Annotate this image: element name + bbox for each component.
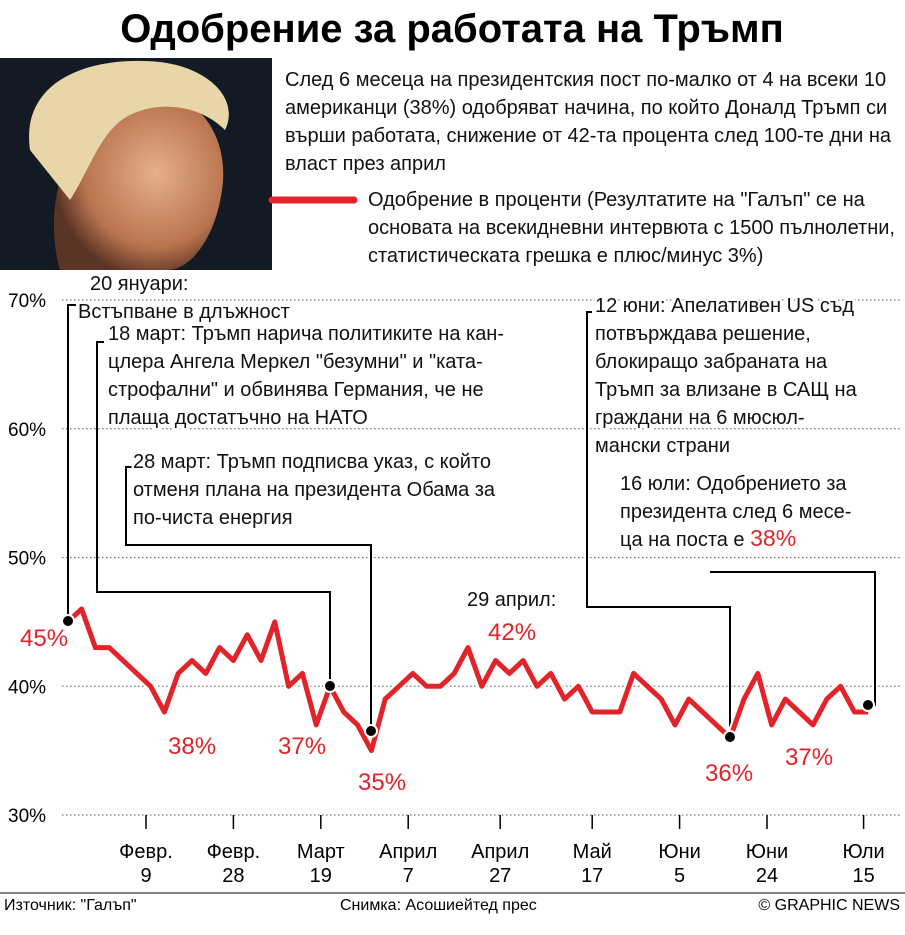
x-tick-label: 9 xyxy=(140,865,151,887)
annotation: 12 юни: Апелативен US съд xyxy=(595,295,854,317)
x-tick-label: Юни xyxy=(746,841,788,863)
line xyxy=(66,606,869,754)
x-tick-label: 17 xyxy=(581,865,603,887)
y-tick-label: 40% xyxy=(8,677,46,698)
annotation: Встъпване в длъжност xyxy=(78,301,290,323)
value-label: 42% xyxy=(488,619,536,646)
x-tick-label: Юли xyxy=(843,841,885,863)
annotation: 16 юли: Одобрението за xyxy=(620,473,847,495)
x-tick-label: Май xyxy=(573,841,612,863)
value-label: 36% xyxy=(705,760,753,787)
annotation: плаща достатъчно на НАТО xyxy=(108,407,368,429)
photo-credit: Снимка: Асошиейтед прес xyxy=(340,897,537,914)
annotation: 20 януари: xyxy=(90,273,188,295)
annotation-value: 38% xyxy=(750,525,796,551)
photo-hair xyxy=(29,60,229,200)
connector xyxy=(710,571,876,712)
value-label: 45% xyxy=(20,625,68,652)
annotation: цлера Ангела Меркел "безумни" и "ката- xyxy=(108,351,483,373)
x-tick-label: Юни xyxy=(658,841,700,863)
subtitle: След 6 месеца на президентския пост по-м… xyxy=(285,69,891,175)
line-halo xyxy=(64,604,869,756)
annotation: граждани на 6 мюсюл- xyxy=(595,407,805,429)
annotation: по-чиста енергия xyxy=(133,507,293,529)
value-label: 37% xyxy=(278,733,326,760)
chart-title: Одобрение за работата на Тръмп xyxy=(120,7,784,51)
y-tick-label: 60% xyxy=(8,420,46,441)
y-tick-label: 30% xyxy=(8,806,46,827)
annotation: 29 април: xyxy=(467,589,556,611)
y-tick-label: 70% xyxy=(8,291,46,312)
x-tick-label: Март xyxy=(297,841,345,863)
annotation: Тръмп за влизане в САЩ на xyxy=(595,379,858,401)
x-tick-label: 7 xyxy=(403,865,414,887)
x-tick-label: 27 xyxy=(489,865,511,887)
y-tick-label: 50% xyxy=(8,549,46,570)
x-tick-label: 28 xyxy=(222,865,244,887)
value-label: 35% xyxy=(358,769,406,796)
connector xyxy=(96,341,331,686)
annotation: мански страни xyxy=(595,435,730,457)
x-tick-label: 15 xyxy=(852,865,874,887)
credit: © GRAPHIC NEWS xyxy=(758,897,900,914)
value-label: 37% xyxy=(785,744,833,771)
event-dot xyxy=(323,679,337,693)
annotation: 18 март: Тръмп нарича политиките на кан- xyxy=(108,323,504,345)
annotation: строфални" и обвинява Германия, че не xyxy=(108,379,484,401)
legend-text: Одобрение в проценти (Резултатите на "Га… xyxy=(368,189,895,267)
annotation: 28 март: Тръмп подписва указ, с който xyxy=(133,451,491,473)
event-dot xyxy=(364,724,378,738)
event-dot xyxy=(61,614,75,628)
x-tick-label: Април xyxy=(471,841,529,863)
event-dot xyxy=(861,698,875,712)
x-tick-label: 24 xyxy=(756,865,778,887)
x-tick-label: Април xyxy=(379,841,437,863)
annotation: блокиращо забраната на xyxy=(595,351,828,373)
value-label: 38% xyxy=(168,733,216,760)
x-tick-label: 19 xyxy=(310,865,332,887)
annotation: президента след 6 месе- xyxy=(620,501,851,523)
annotation: ца на поста е 38% xyxy=(620,525,796,551)
x-tick-label: Февр. xyxy=(207,841,261,863)
source: Източник: "Галъп" xyxy=(4,897,137,914)
connector xyxy=(67,304,76,621)
x-tick-label: 5 xyxy=(674,865,685,887)
connector xyxy=(586,311,731,737)
x-tick-label: Февр. xyxy=(119,841,173,863)
annotation: отменя плана на президента Обама за xyxy=(133,479,496,501)
event-dot xyxy=(723,730,737,744)
connector xyxy=(125,466,372,750)
annotation: потвърждава решение, xyxy=(595,323,811,345)
